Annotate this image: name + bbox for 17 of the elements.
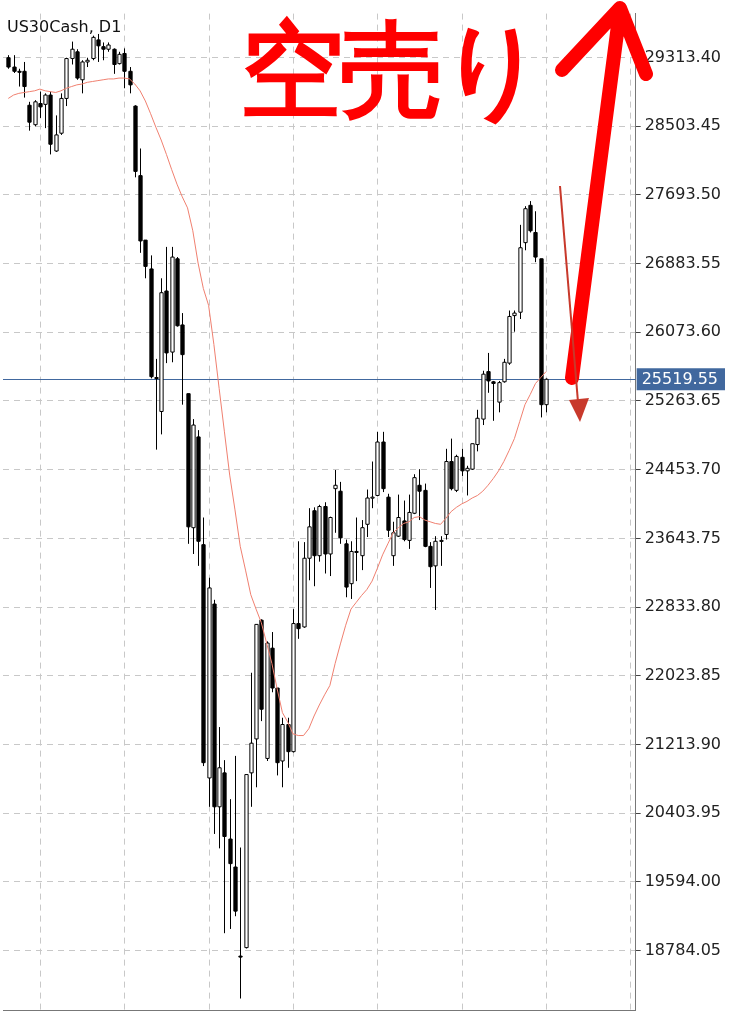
y-tick-label: 28503.45 xyxy=(644,115,721,135)
annotation: 空売り xyxy=(240,9,542,131)
y-tick-label: 19594.00 xyxy=(644,871,721,891)
y-tick-label: 27693.50 xyxy=(644,184,721,203)
y-tick-label: 26883.55 xyxy=(644,252,721,272)
y-tick-label: 26073.60 xyxy=(644,321,721,341)
y-tick-label: 21213.90 xyxy=(644,733,721,753)
y-tick-label: 23643.75 xyxy=(644,527,721,547)
y-tick-label: 22833.80 xyxy=(644,596,721,616)
y-tick-label: 18784.05 xyxy=(644,939,721,959)
y-tick-label: 20403.95 xyxy=(644,802,721,822)
y-tick-label: 22023.85 xyxy=(644,664,721,684)
ref-line-label: 25519.55 xyxy=(641,369,718,389)
y-tick-label: 29313.40 xyxy=(644,46,721,66)
y-tick-label: 24453.70 xyxy=(644,458,721,478)
y-tick-label: 25263.65 xyxy=(644,390,721,410)
chart-title: US30Cash, D1 xyxy=(7,16,122,36)
